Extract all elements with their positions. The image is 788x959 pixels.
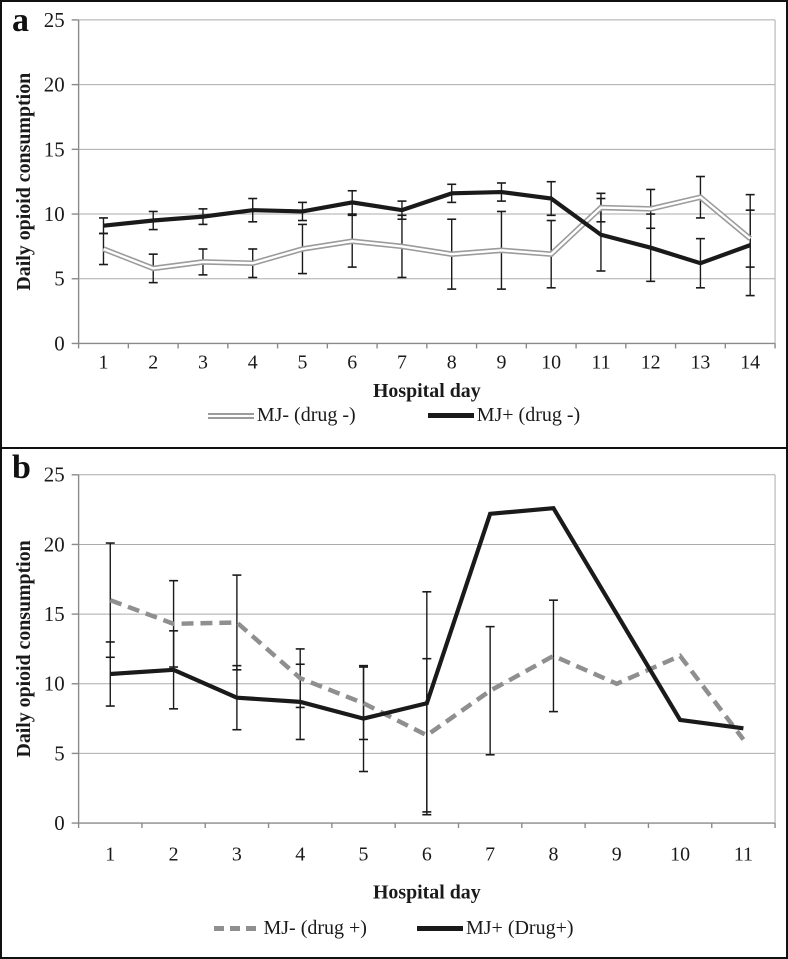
svg-text:14: 14 — [740, 351, 760, 373]
svg-text:15: 15 — [44, 137, 65, 161]
svg-text:10: 10 — [541, 351, 561, 373]
error-bars — [99, 175, 755, 297]
svg-text:10: 10 — [670, 844, 690, 866]
svg-text:1: 1 — [99, 351, 109, 373]
svg-text:25: 25 — [44, 463, 65, 487]
svg-text:15: 15 — [44, 602, 65, 626]
svg-text:0: 0 — [54, 331, 64, 355]
svg-text:3: 3 — [232, 844, 242, 866]
y-axis-tick-labels: 0 5 10 15 20 25 — [44, 8, 65, 356]
series-line-1 — [103, 189, 751, 266]
svg-text:10: 10 — [44, 672, 65, 696]
svg-text:9: 9 — [612, 844, 622, 866]
svg-text:11: 11 — [734, 844, 753, 866]
black-line-swatch — [416, 926, 463, 931]
x-axis-tick-labels: 1 2 3 4 5 6 7 8 9 10 11 12 13 14 — [99, 351, 761, 373]
svg-text:13: 13 — [690, 351, 710, 373]
x-axis-tick-labels: 1 2 3 4 5 6 7 8 9 10 11 — [105, 844, 753, 866]
axes — [71, 19, 776, 349]
series-line-0 — [102, 194, 752, 272]
error-bars — [105, 542, 558, 816]
panel-b-letter: b — [12, 449, 31, 486]
panel-a: a 0 5 10 15 20 25 1 2 3 4 5 6 7 8 9 10 11 12 13 14 Hospital … — [2, 2, 786, 447]
svg-text:5: 5 — [359, 844, 369, 866]
legend-item-mj-minus-drug-minus: MJ- (drug -) — [207, 404, 356, 427]
svg-text:25: 25 — [44, 8, 65, 32]
series-line-1 — [110, 506, 744, 731]
y-axis-title: Daily opioid consumption — [13, 540, 35, 757]
legend-label: MJ+ (drug -) — [476, 404, 581, 426]
series-line-0 — [109, 598, 746, 741]
svg-text:5: 5 — [297, 351, 307, 373]
panel-b-legend: MJ- (drug +) MJ+ (Drug+) — [2, 917, 786, 940]
legend-item-mj-plus-drug-minus: MJ+ (drug -) — [427, 404, 581, 427]
svg-text:6: 6 — [347, 351, 357, 373]
svg-text:2: 2 — [148, 351, 158, 373]
panel-a-letter: a — [12, 2, 29, 39]
svg-text:9: 9 — [496, 351, 506, 373]
svg-text:11: 11 — [591, 351, 610, 373]
svg-text:1: 1 — [105, 844, 115, 866]
svg-text:8: 8 — [447, 351, 457, 373]
svg-text:5: 5 — [54, 741, 64, 765]
gridlines — [78, 19, 776, 280]
legend-item-mj-plus-drug-plus: MJ+ (Drug+) — [416, 917, 574, 940]
y-axis-title: Daily opioid consumption — [13, 73, 35, 291]
svg-text:20: 20 — [44, 73, 65, 97]
black-line-swatch — [427, 413, 474, 418]
svg-text:4: 4 — [295, 844, 305, 866]
svg-text:20: 20 — [44, 532, 65, 556]
legend-label: MJ+ (Drug+) — [465, 917, 574, 939]
svg-text:12: 12 — [641, 351, 661, 373]
legend-item-mj-minus-drug-plus: MJ- (drug +) — [214, 917, 367, 940]
svg-text:6: 6 — [422, 844, 432, 866]
panel-b: b 0 5 10 15 20 25 1 2 3 4 5 6 7 8 9 10 11 Hospital day Dai… — [2, 447, 786, 957]
y-axis-tick-labels: 0 5 10 15 20 25 — [44, 463, 65, 835]
svg-text:4: 4 — [248, 351, 258, 373]
svg-text:7: 7 — [485, 844, 495, 866]
dashed-gray-line-swatch — [214, 926, 261, 931]
svg-text:10: 10 — [44, 202, 65, 226]
panel-a-legend: MJ- (drug -) MJ+ (drug -) — [2, 404, 786, 427]
x-axis-title: Hospital day — [373, 380, 481, 402]
x-axis-title: Hospital day — [373, 881, 481, 903]
legend-label: MJ- (drug +) — [263, 917, 367, 939]
svg-text:8: 8 — [548, 844, 558, 866]
axes — [71, 474, 776, 829]
svg-text:2: 2 — [169, 844, 179, 866]
svg-text:7: 7 — [397, 351, 407, 373]
legend-label: MJ- (drug -) — [256, 404, 356, 426]
double-gray-line-swatch — [207, 412, 254, 419]
svg-text:3: 3 — [198, 351, 208, 373]
svg-text:0: 0 — [54, 811, 64, 835]
panel-b-chart: 0 5 10 15 20 25 1 2 3 4 5 6 7 8 9 10 11 Hospital day Daily… — [13, 463, 776, 903]
svg-text:5: 5 — [54, 267, 64, 291]
